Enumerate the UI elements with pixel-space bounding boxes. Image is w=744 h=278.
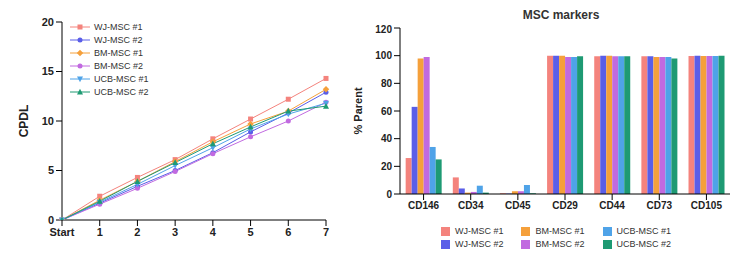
svg-text:40: 40: [381, 133, 393, 144]
html-text:UCB-MSC #1: UCB-MSC #1: [94, 73, 149, 84]
svg-text:CPDL: CPDL: [17, 105, 31, 138]
svg-text:0: 0: [386, 189, 392, 200]
svg-text:CD34: CD34: [458, 200, 484, 211]
svg-text:5: 5: [248, 226, 254, 238]
html-text:WJ-MSC #1: WJ-MSC #1: [455, 226, 504, 236]
svg-text:% Parent: % Parent: [352, 87, 364, 134]
svg-text:6: 6: [285, 226, 291, 238]
svg-text:15: 15: [42, 65, 54, 77]
svg-text:5: 5: [48, 164, 54, 176]
html-text:BM-MSC #2: BM-MSC #2: [94, 60, 143, 71]
html-text:UCB-MSC #1: UCB-MSC #1: [616, 226, 671, 236]
html-text:BM-MSC #2: BM-MSC #2: [535, 239, 585, 249]
svg-text:60: 60: [381, 106, 393, 117]
svg-text:20: 20: [381, 161, 393, 172]
svg-text:CD44: CD44: [599, 200, 625, 211]
html-text:BM-MSC #1: BM-MSC #1: [94, 47, 143, 58]
svg-text:80: 80: [381, 78, 393, 89]
svg-text:20: 20: [42, 16, 54, 28]
svg-text:1: 1: [97, 226, 103, 238]
html-text:WJ-MSC #2: WJ-MSC #2: [94, 34, 143, 45]
svg-text:0: 0: [48, 214, 54, 226]
svg-text:CD29: CD29: [552, 200, 578, 211]
html-text:UCB-MSC #2: UCB-MSC #2: [616, 239, 671, 249]
html-text:WJ-MSC #2: WJ-MSC #2: [455, 239, 504, 249]
svg-text:Start: Start: [49, 226, 74, 238]
svg-text:7: 7: [323, 226, 329, 238]
html-text:MSC markers: MSC markers: [522, 8, 600, 22]
svg-text:CD105: CD105: [691, 200, 723, 211]
svg-text:3: 3: [172, 226, 178, 238]
svg-text:100: 100: [375, 50, 392, 61]
svg-text:CD45: CD45: [505, 200, 531, 211]
svg-text:4: 4: [210, 226, 217, 238]
html-text:WJ-MSC #1: WJ-MSC #1: [94, 21, 143, 32]
html-text:BM-MSC #1: BM-MSC #1: [535, 226, 585, 236]
html-text:UCB-MSC #2: UCB-MSC #2: [94, 86, 149, 97]
svg-text:120: 120: [375, 24, 392, 35]
svg-text:10: 10: [42, 115, 54, 127]
svg-text:CD146: CD146: [408, 200, 440, 211]
svg-text:2: 2: [134, 226, 140, 238]
svg-text:CD73: CD73: [646, 200, 672, 211]
